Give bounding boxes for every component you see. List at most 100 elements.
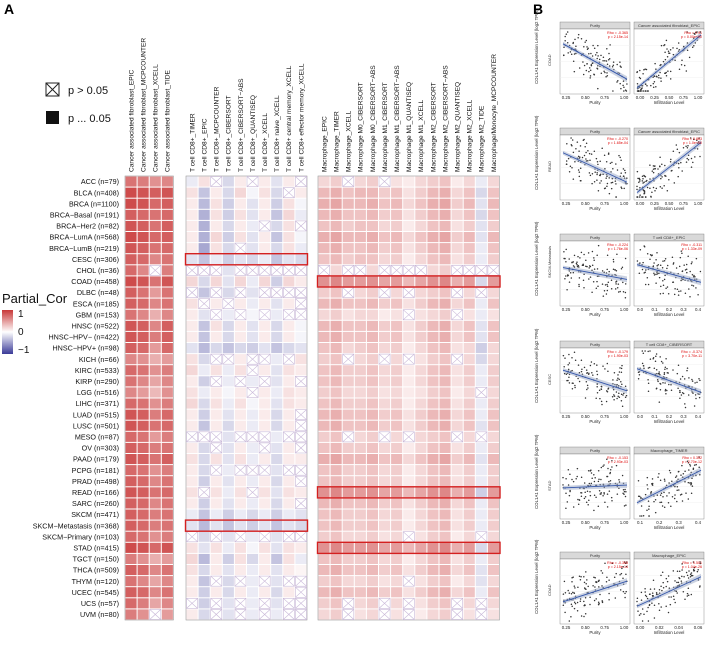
scatter-point — [652, 86, 655, 89]
heatmap-cell — [415, 454, 427, 465]
scatter-point — [621, 405, 624, 408]
heatmap-cell — [137, 343, 149, 354]
heatmap-cell — [222, 531, 234, 542]
scatter-point — [621, 364, 623, 367]
scatter-point — [646, 84, 648, 87]
heatmap-cell — [366, 520, 378, 531]
scatter-point — [593, 509, 595, 512]
scatter-point — [607, 281, 610, 284]
heatmap-cell — [137, 331, 149, 342]
heatmap-cell — [451, 520, 463, 531]
x-tick-label: 0.50 — [665, 95, 674, 100]
heatmap-cell-ns-mark — [451, 309, 463, 321]
heatmap-cell — [271, 609, 283, 620]
heatmap-cell — [330, 498, 342, 509]
heatmap-cell — [391, 587, 403, 598]
scatter-point — [662, 381, 664, 384]
scatter-point — [617, 79, 619, 82]
scatter-point — [578, 499, 581, 501]
heatmap-cell — [295, 387, 307, 398]
regression-line — [636, 142, 702, 193]
heatmap-cell — [222, 232, 234, 243]
heatmap-cell — [354, 398, 366, 409]
scatter-point — [570, 615, 572, 618]
scatter-point — [574, 359, 577, 361]
scatter-point — [691, 574, 694, 577]
x-tick-label: 0.02 — [655, 625, 664, 630]
scatter-point — [592, 374, 594, 376]
heatmap-cell — [366, 243, 378, 254]
row-label: KIRP (n=290) — [75, 377, 119, 386]
scatter-point — [570, 143, 573, 146]
column-label: Macrophage M2_CIBERSORT — [430, 82, 437, 172]
heatmap-cell — [137, 376, 149, 387]
heatmap-cell-ns-mark — [342, 176, 355, 187]
heatmap-cell-ns-mark — [283, 575, 295, 587]
scatter-point — [659, 293, 662, 295]
scatter-point — [593, 259, 595, 261]
scatter-point — [608, 490, 611, 492]
scatter-point — [601, 270, 604, 272]
scatter-point — [690, 492, 693, 495]
heatmap-cell — [222, 243, 234, 254]
heatmap-cell-ns-mark — [186, 287, 198, 298]
heatmap-cell — [415, 365, 427, 376]
row-label: SARC (n=260) — [72, 499, 119, 508]
heatmap-cell — [222, 476, 234, 487]
heatmap-cell — [247, 565, 259, 576]
heatmap-cell — [247, 587, 259, 598]
scatter-point — [607, 59, 610, 61]
heatmap-cell — [125, 565, 137, 576]
scatter-point — [597, 244, 600, 247]
heatmap-cell — [451, 243, 463, 254]
heatmap-cell — [354, 209, 366, 220]
scatter-point — [620, 268, 623, 270]
scatter-point — [653, 81, 656, 83]
heatmap-cell — [427, 520, 439, 531]
scatter-point — [647, 620, 650, 622]
heatmap-cell — [475, 254, 487, 265]
scatter-point — [690, 574, 693, 577]
scatter-point — [643, 191, 646, 193]
scatter-point — [678, 166, 680, 169]
heatmap-cell — [354, 409, 366, 420]
scatter-point — [572, 151, 575, 154]
heatmap-cell-ns-mark — [270, 287, 283, 298]
cancer-label: COAD — [547, 584, 552, 596]
column-label: Macrophage_XCELL — [346, 110, 353, 172]
x-tick-label: 0.00 — [636, 201, 645, 206]
heatmap-cell — [247, 243, 259, 254]
heatmap-cell — [161, 431, 173, 442]
heatmap-cell — [366, 187, 378, 198]
heatmap-cell — [379, 320, 391, 331]
scatter-point — [678, 290, 680, 293]
scatter-point — [699, 474, 701, 476]
scatter-point — [680, 493, 683, 496]
heatmap-cell — [379, 576, 391, 587]
heatmap-cell — [354, 420, 366, 431]
heatmap-cell — [403, 232, 415, 243]
heatmap-cell — [222, 598, 234, 609]
heatmap-cell — [283, 476, 295, 487]
x-tick-label: 0.0 — [637, 414, 644, 419]
facet-strip-label: Cancer associated fibroblast_EPIC — [638, 129, 700, 134]
x-tick-label: 0.50 — [581, 414, 590, 419]
scatter-point — [625, 562, 627, 565]
heatmap-cell — [161, 598, 173, 609]
row-label: SKCM−Metastasis (n=368) — [33, 521, 119, 530]
heatmap: ACC (n=79)BLCA (n=408)BRCA (n=1100)BRCA−… — [33, 38, 501, 621]
heatmap-cell — [271, 431, 283, 442]
scatter-point — [688, 56, 691, 59]
scatter-point — [659, 71, 661, 74]
heatmap-cell-ns-mark — [378, 609, 391, 620]
heatmap-cell-ns-mark — [295, 298, 307, 309]
heatmap-cell — [295, 198, 307, 209]
x-tick-label: 0.00 — [636, 625, 645, 630]
heatmap-cell — [283, 487, 295, 498]
heatmap-cell — [271, 487, 283, 498]
heatmap-cell — [137, 232, 149, 243]
scatter-point — [608, 598, 610, 601]
facet-strip-label: Purity — [590, 342, 600, 347]
heatmap-cell — [198, 243, 210, 254]
